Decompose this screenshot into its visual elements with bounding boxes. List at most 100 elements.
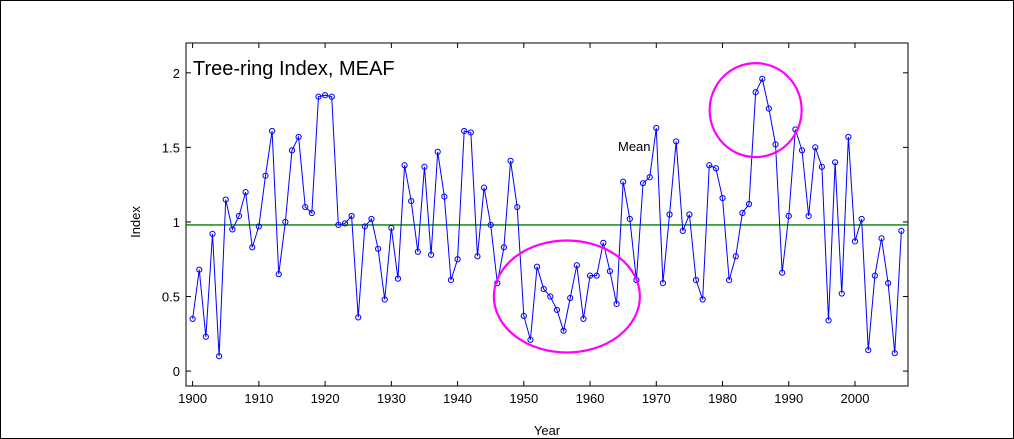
highlight-circle bbox=[492, 239, 641, 354]
data-point-marker bbox=[540, 285, 547, 293]
data-point-marker bbox=[474, 253, 481, 260]
data-point-marker bbox=[606, 268, 614, 275]
x-tick-label: 1970 bbox=[642, 391, 671, 406]
data-point-marker bbox=[586, 272, 594, 279]
data-point-marker bbox=[461, 127, 468, 135]
x-tick-label: 2000 bbox=[841, 391, 870, 406]
data-point-marker bbox=[666, 211, 673, 218]
data-point-marker bbox=[242, 189, 249, 196]
data-point-marker bbox=[229, 226, 236, 233]
data-point-marker bbox=[620, 178, 627, 185]
data-point-marker bbox=[467, 129, 474, 136]
data-point-marker bbox=[878, 235, 885, 242]
data-point-marker bbox=[865, 347, 872, 354]
data-point-marker bbox=[361, 223, 368, 230]
data-point-marker bbox=[679, 227, 686, 235]
data-point-marker bbox=[845, 133, 852, 141]
data-point-marker bbox=[858, 215, 865, 223]
data-point-marker bbox=[692, 277, 700, 284]
data-point-marker bbox=[712, 165, 720, 172]
data-point-marker bbox=[785, 212, 792, 220]
data-point-marker bbox=[752, 89, 759, 96]
data-point-marker bbox=[262, 172, 269, 179]
data-point-marker bbox=[308, 209, 315, 217]
y-tick-label: 0 bbox=[173, 364, 180, 379]
data-point-marker bbox=[739, 209, 746, 217]
data-point-marker bbox=[447, 277, 455, 284]
data-point-marker bbox=[348, 212, 355, 220]
data-point-marker bbox=[547, 293, 554, 300]
highlight-circle bbox=[708, 62, 803, 159]
data-point-marker bbox=[189, 315, 196, 322]
data-point-marker bbox=[838, 290, 845, 297]
data-point-marker bbox=[480, 184, 488, 191]
x-tick-label: 1940 bbox=[443, 391, 472, 406]
data-point-marker bbox=[249, 244, 256, 251]
data-point-marker bbox=[216, 353, 223, 360]
x-axis-label: Year bbox=[534, 423, 561, 438]
data-point-marker bbox=[196, 266, 203, 273]
data-point-marker bbox=[686, 211, 693, 218]
data-point-marker bbox=[381, 296, 388, 303]
data-point-marker bbox=[639, 180, 647, 187]
data-point-marker bbox=[580, 315, 587, 322]
data-point-marker bbox=[560, 327, 567, 334]
data-point-marker bbox=[898, 227, 905, 235]
data-point-marker bbox=[745, 200, 753, 208]
x-tick-label: 1910 bbox=[244, 391, 273, 406]
y-tick-label: 0.5 bbox=[162, 290, 180, 305]
data-point-marker bbox=[408, 197, 415, 205]
data-point-marker bbox=[322, 92, 329, 99]
data-point-marker bbox=[421, 163, 428, 170]
data-point-marker bbox=[567, 294, 574, 302]
data-point-marker bbox=[202, 333, 209, 340]
series-line bbox=[192, 77, 902, 357]
data-point-marker bbox=[520, 312, 527, 320]
data-point-marker bbox=[374, 245, 382, 252]
x-tick-label: 1900 bbox=[178, 391, 207, 406]
highlight-layer bbox=[492, 62, 803, 354]
data-point-marker bbox=[646, 174, 653, 181]
data-point-marker bbox=[659, 280, 667, 287]
data-point-marker bbox=[626, 215, 633, 223]
data-point-marker bbox=[832, 159, 839, 166]
data-point-marker bbox=[401, 162, 408, 169]
data-point-marker bbox=[222, 196, 229, 203]
data-point-marker bbox=[434, 148, 441, 155]
data-point-marker bbox=[871, 272, 878, 279]
x-tick-label: 1950 bbox=[509, 391, 538, 406]
data-point-marker bbox=[514, 203, 521, 211]
data-point-marker bbox=[818, 163, 825, 170]
data-point-marker bbox=[553, 306, 561, 314]
data-point-marker bbox=[394, 275, 402, 282]
y-tick-label: 1 bbox=[173, 215, 180, 230]
data-point-marker bbox=[891, 350, 898, 357]
data-point-marker bbox=[759, 75, 766, 82]
data-point-marker bbox=[255, 223, 262, 230]
data-point-marker bbox=[805, 212, 812, 220]
data-point-marker bbox=[295, 133, 302, 141]
data-point-marker bbox=[315, 93, 322, 100]
data-point-marker bbox=[600, 239, 607, 246]
x-tick-label: 1930 bbox=[377, 391, 406, 406]
data-point-marker bbox=[368, 215, 375, 223]
data-point-marker bbox=[527, 336, 534, 343]
data-point-marker bbox=[885, 280, 892, 287]
data-point-marker bbox=[487, 221, 494, 229]
x-tick-label: 1990 bbox=[774, 391, 803, 406]
data-point-marker bbox=[507, 157, 514, 164]
x-tick-label: 1960 bbox=[576, 391, 605, 406]
data-point-marker bbox=[593, 272, 600, 279]
chart-title: Tree-ring Index, MEAF bbox=[193, 58, 395, 80]
data-point-marker bbox=[500, 244, 508, 251]
data-point-marker bbox=[414, 248, 421, 255]
y-tick-label: 1.5 bbox=[162, 140, 180, 155]
data-point-marker bbox=[388, 224, 395, 232]
data-point-marker bbox=[699, 296, 706, 303]
data-point-marker bbox=[209, 230, 216, 237]
y-tick-label: 2 bbox=[173, 66, 180, 81]
x-tick-label: 1980 bbox=[708, 391, 737, 406]
data-point-marker bbox=[269, 127, 276, 135]
data-point-marker bbox=[825, 317, 832, 324]
